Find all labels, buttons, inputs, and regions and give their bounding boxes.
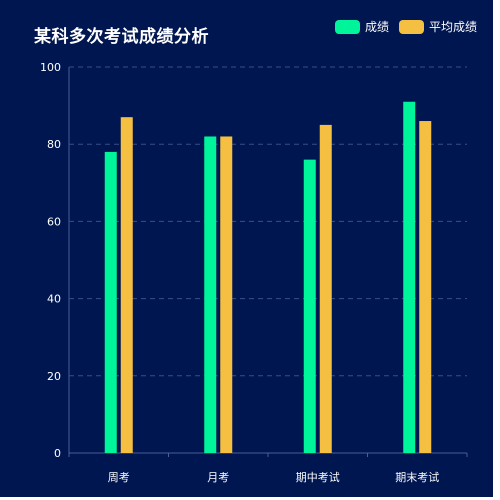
bar-average: [120, 117, 133, 454]
legend-swatch-score: [334, 19, 360, 34]
y-tick-label: 20: [47, 370, 61, 383]
x-tick-label: 月考: [207, 471, 229, 484]
bar-score: [204, 136, 217, 454]
legend-label-score: 成绩: [364, 20, 389, 34]
bar-score: [403, 101, 416, 454]
bar-score: [104, 151, 117, 454]
y-tick-label: 0: [54, 447, 61, 460]
y-tick-label: 100: [40, 61, 61, 74]
chart-title: 某科多次考试成绩分析: [34, 27, 209, 47]
x-tick-label: 期中考试: [296, 471, 340, 484]
legend-item-average[interactable]: 平均成绩: [398, 18, 477, 35]
legend-label-average: 平均成绩: [428, 20, 477, 34]
x-tick-label: 周考: [108, 471, 130, 484]
x-tick-label: 期末考试: [395, 470, 439, 484]
y-tick-label: 80: [47, 138, 61, 151]
legend-swatch-average: [398, 19, 424, 34]
bar-average: [220, 136, 233, 454]
y-tick-label: 60: [47, 215, 61, 228]
bar-average: [319, 124, 332, 454]
bar-score: [303, 159, 316, 453]
bar-average: [419, 121, 432, 453]
legend-item-score[interactable]: 成绩: [334, 18, 389, 35]
y-tick-label: 40: [47, 293, 61, 306]
chart-legend: 成绩 平均成绩: [325, 18, 477, 35]
